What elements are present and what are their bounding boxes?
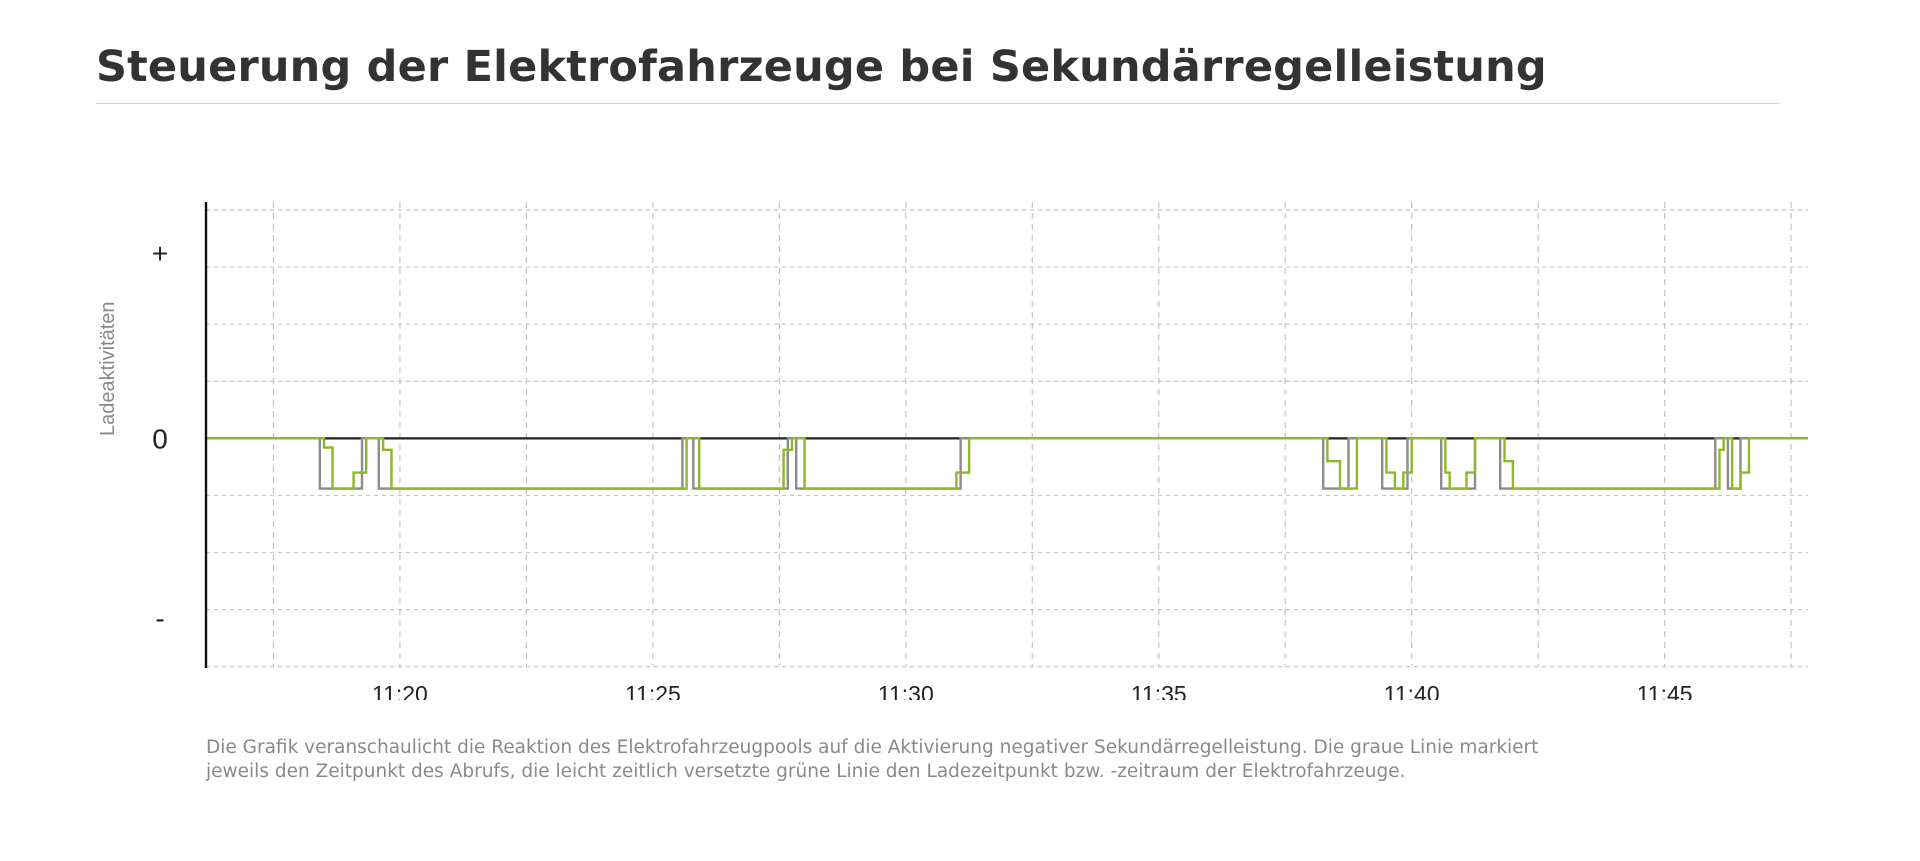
series-abruf-line [206,437,1808,490]
x-tick-label: 11:40 [1384,681,1440,700]
y-tick-labels: +0 - [152,238,168,634]
x-tick-label: 11:45 [1637,681,1693,700]
y-tick-label: 0 [152,423,168,454]
chart-caption: Die Grafik veranschaulicht die Reaktion … [206,736,1706,784]
x-tick-label: 11:25 [625,681,681,700]
ladeaktivitaeten-chart: 11:20 11:25 11:30 11:35 11:40 11:45 +0 - Ladea… [97,202,1808,700]
x-tick-label: 11:35 [1131,681,1187,700]
y-axis-label: Ladeaktivitäten [97,301,119,436]
x-tick-label: 11:30 [878,681,934,700]
x-tick-labels: 11:20 11:25 11:30 11:35 11:40 11:45 [372,681,1693,700]
y-tick-label: + [152,238,168,269]
caption-line-1: Die Grafik veranschaulicht die Reaktion … [206,737,1539,758]
title-divider [96,103,1780,104]
grid [206,202,1808,668]
y-tick-label: - [155,603,164,634]
series-group [206,437,1808,490]
chart-title: Steuerung der Elektrofahrzeuge bei Sekun… [96,42,1547,92]
x-tick-label: 11:20 [372,681,428,700]
series-lade-line [206,437,1808,490]
caption-line-2: jeweils den Zeitpunkt des Abrufs, die le… [206,761,1406,782]
